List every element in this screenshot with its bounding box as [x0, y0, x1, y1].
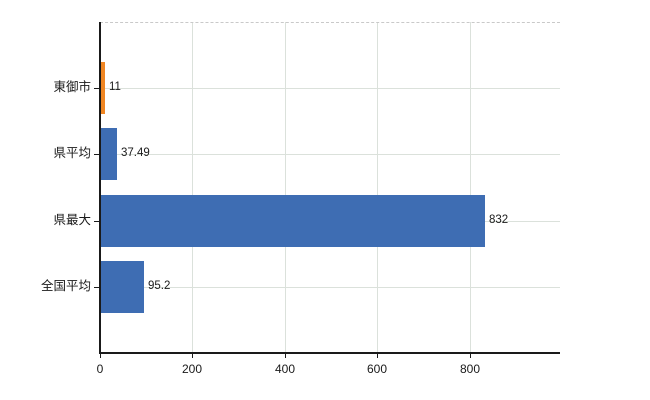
- x-tick: [192, 353, 193, 358]
- y-gridline: [100, 88, 560, 89]
- x-gridline: [192, 22, 194, 353]
- x-tick-label: 600: [366, 362, 388, 376]
- y-gridline: [100, 154, 560, 155]
- x-tick: [470, 353, 471, 358]
- bar-県平均: [100, 128, 117, 180]
- x-tick: [100, 353, 101, 358]
- x-tick: [285, 353, 286, 358]
- value-label: 95.2: [148, 280, 171, 292]
- x-tick-label: 400: [274, 362, 296, 376]
- value-label: 11: [109, 81, 121, 93]
- bar-東御市: [100, 62, 105, 114]
- y-tick: [94, 154, 100, 155]
- y-tick: [94, 221, 100, 222]
- y-tick: [94, 287, 100, 288]
- category-label: 東御市: [53, 80, 91, 94]
- bar-県最大: [100, 195, 485, 247]
- y-gridline: [100, 287, 560, 288]
- x-gridline: [377, 22, 379, 353]
- x-gridline: [284, 22, 286, 353]
- x-tick-label: 0: [96, 362, 104, 376]
- x-tick-label: 200: [181, 362, 203, 376]
- value-label: 832: [489, 214, 509, 226]
- x-tick: [377, 353, 378, 358]
- y-tick: [94, 88, 100, 89]
- category-label: 県平均: [53, 146, 91, 160]
- value-label: 37.49: [121, 147, 150, 159]
- y-axis: [99, 22, 101, 354]
- category-label: 全国平均: [40, 279, 91, 293]
- x-gridline: [469, 22, 471, 353]
- bar-全国平均: [100, 261, 144, 313]
- plot-top-border: [100, 22, 560, 23]
- category-label: 県最大: [53, 213, 91, 227]
- x-axis: [99, 352, 560, 354]
- x-tick-label: 800: [459, 362, 481, 376]
